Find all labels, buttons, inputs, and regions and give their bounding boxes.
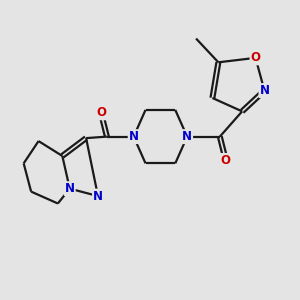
Text: N: N (182, 130, 192, 143)
Text: N: N (129, 130, 139, 143)
Text: O: O (250, 51, 260, 64)
Text: N: N (260, 84, 269, 97)
Text: N: N (65, 182, 75, 195)
Text: N: N (93, 190, 103, 202)
Text: O: O (96, 106, 106, 119)
Text: O: O (221, 154, 231, 167)
